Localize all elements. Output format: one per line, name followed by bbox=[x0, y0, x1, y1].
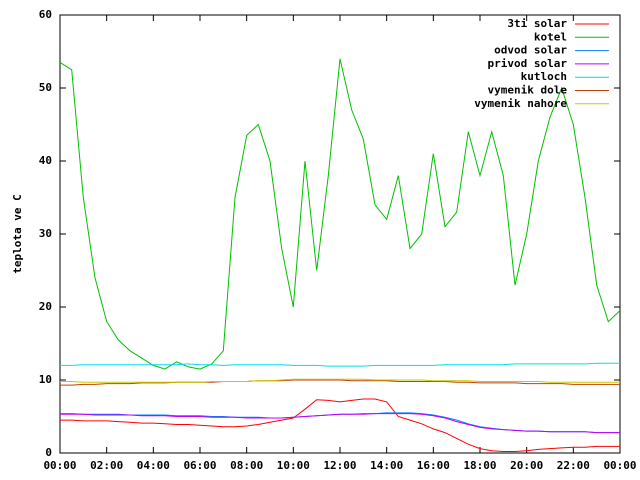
x-tick-label: 16:00 bbox=[417, 459, 450, 472]
legend-label: odvod solar bbox=[494, 44, 567, 57]
legend-label: kotel bbox=[534, 30, 567, 43]
legend-label: kutloch bbox=[521, 70, 567, 83]
x-tick-label: 20:00 bbox=[510, 459, 543, 472]
series-line bbox=[60, 379, 620, 386]
y-tick-label: 60 bbox=[39, 8, 52, 21]
y-axis-label: teplota ve C bbox=[11, 194, 24, 273]
legend-label: privod solar bbox=[488, 57, 568, 70]
x-tick-label: 22:00 bbox=[557, 459, 590, 472]
y-tick-label: 40 bbox=[39, 154, 52, 167]
x-tick-label: 14:00 bbox=[370, 459, 403, 472]
legend-label: vymenik nahore bbox=[474, 97, 567, 110]
y-tick-label: 10 bbox=[39, 373, 52, 386]
y-tick-label: 50 bbox=[39, 81, 52, 94]
y-tick-label: 30 bbox=[39, 227, 52, 240]
x-tick-label: 02:00 bbox=[90, 459, 123, 472]
x-tick-label: 00:00 bbox=[603, 459, 636, 472]
legend-label: 3ti solar bbox=[507, 17, 567, 30]
x-tick-label: 04:00 bbox=[137, 459, 170, 472]
x-tick-label: 18:00 bbox=[463, 459, 496, 472]
series-line bbox=[60, 413, 620, 434]
legend-label: vymenik dole bbox=[488, 84, 568, 97]
series-line bbox=[60, 362, 620, 367]
series-line bbox=[59, 58, 621, 370]
x-tick-label: 06:00 bbox=[183, 459, 216, 472]
series-line bbox=[60, 378, 620, 383]
x-tick-label: 12:00 bbox=[323, 459, 356, 472]
x-tick-label: 10:00 bbox=[277, 459, 310, 472]
x-tick-label: 00:00 bbox=[43, 459, 76, 472]
series-line bbox=[60, 398, 620, 452]
x-tick-label: 08:00 bbox=[230, 459, 263, 472]
y-tick-label: 0 bbox=[45, 446, 52, 459]
y-tick-label: 20 bbox=[39, 300, 52, 313]
